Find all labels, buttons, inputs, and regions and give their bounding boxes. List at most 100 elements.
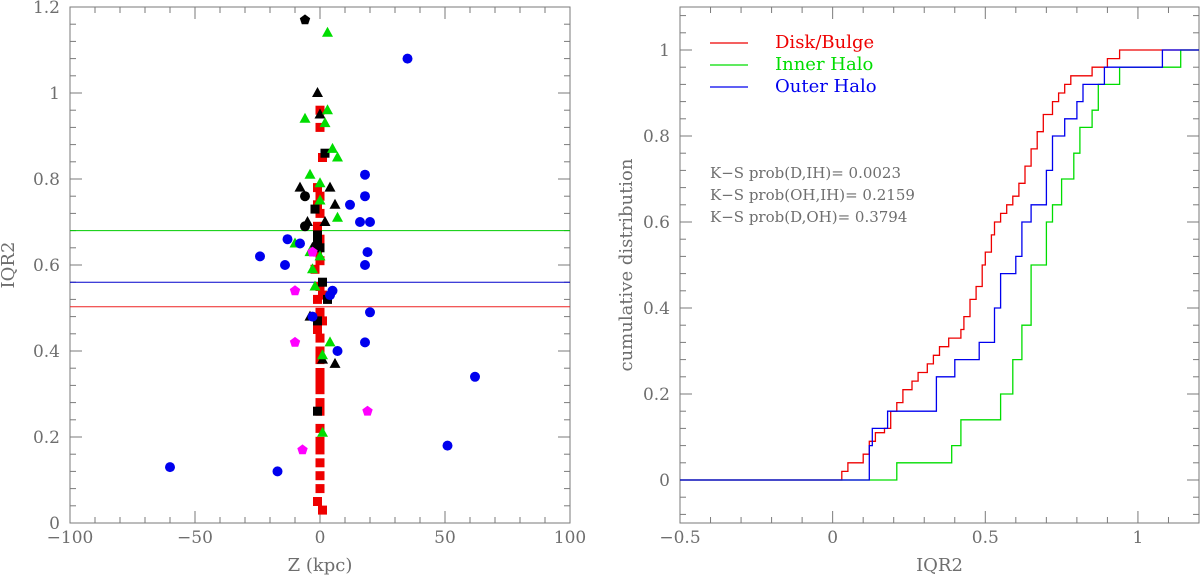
y-tick-label: 0.6 <box>643 213 670 233</box>
square-marker <box>320 148 330 158</box>
square-marker <box>315 208 325 218</box>
circle-marker <box>365 307 375 318</box>
legend-label: Disk/Bulge <box>775 32 874 53</box>
triangle-marker <box>317 349 328 360</box>
circle-marker <box>332 346 343 356</box>
legend-label: Inner Halo <box>775 54 873 75</box>
circle-marker <box>300 191 310 202</box>
square-marker <box>313 325 322 334</box>
y-tick-label: 1.2 <box>33 0 60 18</box>
square-marker <box>313 230 322 240</box>
circle-marker <box>355 217 365 227</box>
square-marker <box>315 376 325 386</box>
square-marker <box>313 316 322 326</box>
ks-annotation: K−S prob(D,OH)= 0.3794 <box>710 208 907 226</box>
square-marker <box>315 423 325 433</box>
x-tick-label: 0 <box>315 528 326 548</box>
circle-marker <box>300 221 310 232</box>
plot-frame <box>679 6 1200 524</box>
triangle-marker <box>314 250 326 261</box>
circle-marker <box>362 247 373 258</box>
legend-label: Outer Halo <box>775 76 877 97</box>
triangle-marker <box>304 168 316 179</box>
triangle-marker <box>329 357 341 368</box>
ks-annotation: K−S prob(D,IH)= 0.0023 <box>710 164 901 182</box>
triangle-marker <box>312 87 323 97</box>
square-marker <box>315 122 325 132</box>
triangle-marker <box>319 117 331 128</box>
square-marker <box>315 243 325 253</box>
scatter-points <box>165 14 580 515</box>
y-tick-label: 0.4 <box>33 342 60 362</box>
cdf-line <box>680 49 1199 481</box>
y-tick-label: 0.2 <box>643 385 670 405</box>
circle-marker <box>165 462 175 473</box>
y-tick-label: 0.2 <box>33 428 60 448</box>
triangle-marker <box>309 280 321 291</box>
circle-marker <box>360 260 370 270</box>
pentagon-marker <box>307 246 318 257</box>
square-marker <box>315 385 325 395</box>
square-marker <box>318 290 327 300</box>
triangle-marker <box>314 194 326 205</box>
triangle-marker <box>314 108 326 119</box>
pentagon-marker <box>362 405 373 416</box>
cdf-line <box>680 49 1199 481</box>
square-marker <box>315 333 325 343</box>
pentagon-marker <box>297 444 308 455</box>
circle-marker <box>307 311 318 322</box>
square-marker <box>315 398 325 408</box>
y-axis-label: cumulative distribution <box>616 158 637 371</box>
square-marker <box>310 204 320 214</box>
x-tick-label: 0.5 <box>972 528 999 548</box>
pentagon-marker <box>289 285 301 296</box>
circle-marker <box>570 359 580 369</box>
circle-marker <box>325 290 335 301</box>
square-marker <box>315 307 325 317</box>
x-tick-label: 1 <box>1133 528 1144 548</box>
y-tick-label: 1 <box>49 84 60 104</box>
square-marker <box>315 368 325 377</box>
circle-marker <box>345 199 355 210</box>
square-marker <box>313 294 322 304</box>
square-marker <box>315 484 325 494</box>
y-tick-label: 1 <box>659 41 670 61</box>
triangle-marker <box>317 426 328 437</box>
triangle-marker <box>307 263 318 274</box>
circle-marker <box>280 260 290 270</box>
square-marker <box>315 471 325 481</box>
ks-annotation: K−S prob(OH,IH)= 0.2159 <box>710 186 915 204</box>
pentagon-marker <box>299 14 311 25</box>
triangle-marker <box>332 151 343 162</box>
y-tick-label: 0.8 <box>33 170 60 190</box>
triangle-marker <box>314 177 326 188</box>
triangle-marker <box>322 26 333 37</box>
circle-marker <box>402 53 413 64</box>
square-marker <box>315 256 325 266</box>
square-marker <box>313 183 322 193</box>
square-marker <box>315 445 325 455</box>
x-tick-label: −50 <box>177 528 213 548</box>
square-marker <box>315 346 325 356</box>
triangle-marker <box>319 216 331 226</box>
circle-marker <box>360 169 370 180</box>
triangle-marker <box>294 181 306 192</box>
circle-marker <box>442 440 453 451</box>
triangle-marker <box>332 211 343 222</box>
cumulative-chart: −0.5 0 0.5 1 0 0.2 0.4 0.6 0.8 1 IQR2 cumulative di… <box>616 6 1200 576</box>
circle-marker <box>470 371 480 382</box>
scatter-chart: −100 −50 0 50 100 0 0.2 0.4 0.6 0.8 1 1.2 Z (kpc) IQR… <box>0 0 586 576</box>
triangle-marker <box>329 198 341 209</box>
triangle-marker <box>324 336 336 347</box>
pentagon-marker <box>289 336 301 347</box>
square-marker <box>313 497 322 506</box>
square-marker <box>313 406 322 416</box>
y-tick-label: 0.8 <box>643 127 670 147</box>
circle-marker <box>255 251 265 262</box>
y-tick-label: 0 <box>659 471 670 491</box>
y-tick-label: 0.6 <box>33 256 60 276</box>
square-marker <box>318 277 327 287</box>
x-axis-label: IQR2 <box>916 555 963 576</box>
x-tick-label: −100 <box>47 528 94 548</box>
x-tick-label: −0.5 <box>659 528 700 548</box>
